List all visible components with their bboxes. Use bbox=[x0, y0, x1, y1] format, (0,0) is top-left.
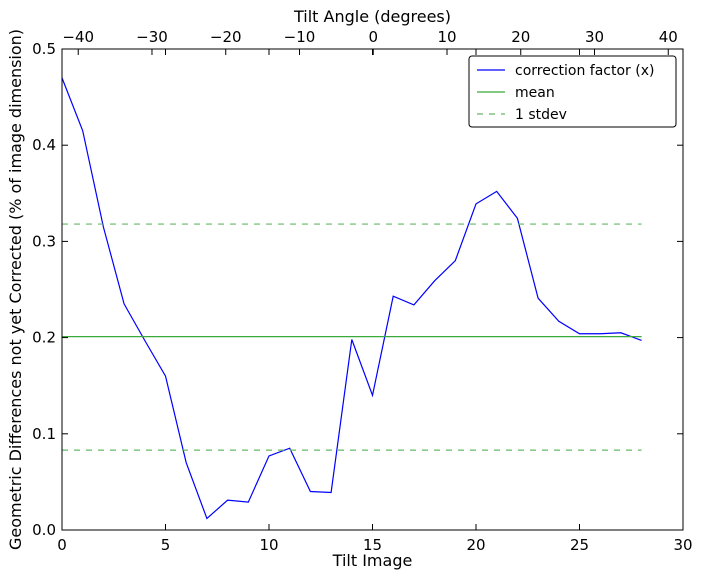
x-tick-label: 25 bbox=[570, 536, 589, 554]
x-tick-label: 10 bbox=[259, 536, 278, 554]
x-tick-label: 15 bbox=[363, 536, 382, 554]
axis-ticks: 0 5 10 15 20 25 30 0.0 0.1 0.2 0.3 0.4 0.5 −40 −30 −20 −… bbox=[32, 28, 692, 554]
top-x-tick-label: −20 bbox=[210, 28, 242, 46]
top-x-tick-label: −40 bbox=[62, 28, 94, 46]
x-tick-label: 30 bbox=[673, 536, 692, 554]
top-x-tick-label: 40 bbox=[659, 28, 678, 46]
legend-label: correction factor (x) bbox=[515, 63, 654, 79]
series-line-0 bbox=[61, 77, 642, 520]
x-tick-label: 20 bbox=[466, 536, 485, 554]
x-axis-label: Tilt Image bbox=[332, 551, 413, 570]
y-tick-label: 0.1 bbox=[32, 425, 56, 443]
legend-box bbox=[468, 55, 677, 128]
top-x-tick-label: −30 bbox=[136, 28, 168, 46]
y-tick-label: 0.4 bbox=[32, 136, 56, 154]
top-x-tick-label: 20 bbox=[511, 28, 530, 46]
y-axis-label: Geometric Differences not yet Corrected … bbox=[6, 29, 25, 550]
top-x-tick-label: −10 bbox=[284, 28, 316, 46]
plot-area bbox=[61, 77, 642, 520]
legend-label: 1 stdev bbox=[515, 107, 567, 123]
y-tick-label: 0.5 bbox=[32, 40, 56, 58]
top-x-tick-label: 0 bbox=[368, 28, 378, 46]
y-tick-label: 0.3 bbox=[32, 232, 56, 250]
x-tick-label: 0 bbox=[57, 536, 67, 554]
legend: correction factor (x) mean 1 stdev bbox=[468, 55, 677, 128]
top-axis-label: Tilt Angle (degrees) bbox=[293, 7, 451, 26]
legend-label: mean bbox=[515, 85, 555, 101]
top-x-tick-label: 10 bbox=[437, 28, 456, 46]
y-tick-label: 0.0 bbox=[32, 521, 56, 539]
top-x-tick-label: 30 bbox=[585, 28, 604, 46]
y-tick-label: 0.2 bbox=[32, 329, 56, 347]
x-tick-label: 5 bbox=[161, 536, 171, 554]
